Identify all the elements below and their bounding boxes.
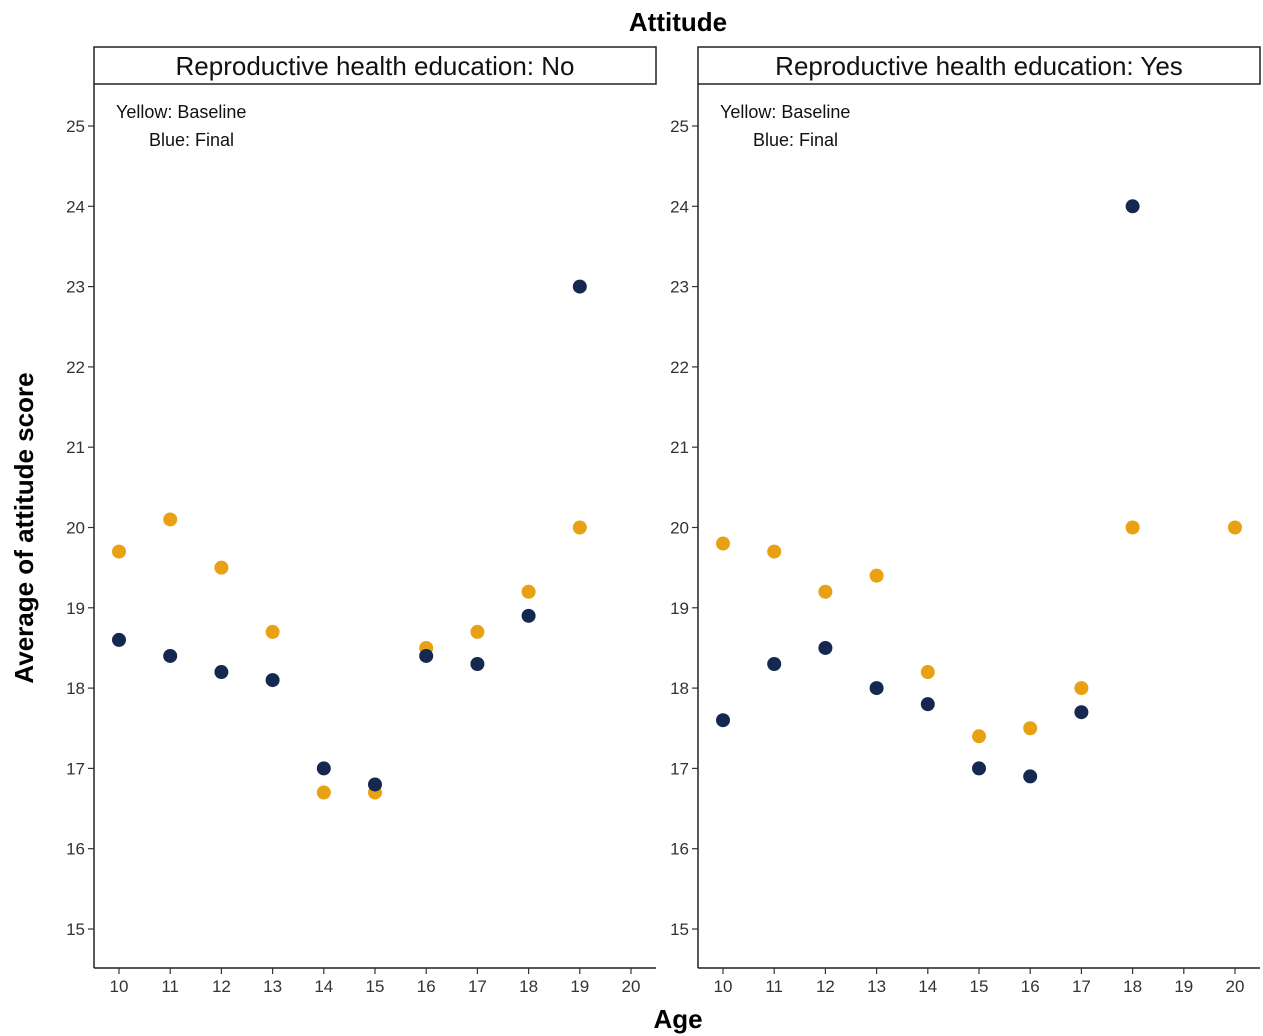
final-point	[1023, 769, 1038, 784]
x-tick-label: 17	[468, 977, 487, 996]
y-tick-label: 22	[670, 358, 689, 377]
x-tick-label: 18	[519, 977, 538, 996]
baseline-point	[521, 584, 536, 599]
baseline-point	[972, 729, 986, 744]
baseline-point	[163, 512, 178, 527]
baseline-point	[1125, 520, 1140, 535]
y-tick-label: 24	[670, 197, 689, 216]
x-tick-label: 12	[212, 977, 231, 996]
y-tick-label: 23	[66, 278, 85, 297]
panels-layer: Reproductive health education: No 15 16 17 1…	[66, 46, 1261, 996]
x-tick-label: 16	[1021, 977, 1040, 996]
y-tick-label: 21	[66, 438, 85, 457]
y-tick-label: 16	[66, 840, 85, 859]
y-tick-label: 20	[66, 519, 85, 538]
y-tick-label: 16	[670, 840, 689, 859]
annotation-text: Blue: Final	[753, 130, 838, 150]
y-tick-label: 15	[670, 920, 689, 939]
baseline-point	[265, 624, 280, 639]
baseline-point	[316, 785, 331, 800]
y-tick-label: 24	[66, 197, 85, 216]
x-tick-label: 12	[816, 977, 835, 996]
y-tick-label: 21	[670, 438, 689, 457]
baseline-point	[214, 560, 229, 575]
baseline-point	[470, 624, 485, 639]
final-point	[920, 697, 935, 712]
facet-strip-label: Reproductive health education: No	[176, 51, 575, 81]
final-point	[818, 640, 833, 655]
x-tick-label: 14	[918, 977, 937, 996]
x-tick-label: 18	[1123, 977, 1142, 996]
y-tick-label: 25	[66, 117, 85, 136]
x-tick-label: 19	[1174, 977, 1193, 996]
x-tick-label: 16	[417, 977, 436, 996]
final-point	[419, 648, 434, 663]
y-tick-label: 23	[670, 278, 689, 297]
final-point	[716, 713, 730, 728]
final-point	[869, 681, 884, 696]
y-tick-label: 22	[66, 358, 85, 377]
x-axis-label: Age	[653, 1004, 702, 1034]
final-point	[521, 608, 536, 623]
baseline-point	[572, 520, 587, 535]
x-tick-label: 10	[714, 977, 733, 996]
x-tick-label: 15	[366, 977, 385, 996]
panel-1: Reproductive health education: No 15 16 17 1…	[66, 46, 657, 996]
baseline-point	[767, 544, 782, 559]
y-tick-label: 15	[66, 920, 85, 939]
final-point	[470, 657, 485, 672]
final-point	[767, 657, 782, 672]
baseline-point	[869, 568, 884, 583]
x-tick-label: 20	[622, 977, 641, 996]
x-tick-label: 11	[161, 977, 179, 996]
baseline-point	[112, 544, 126, 559]
y-tick-label: 17	[670, 759, 689, 778]
x-tick-label: 11	[765, 977, 783, 996]
facet-strip-label: Reproductive health education: Yes	[775, 51, 1183, 81]
baseline-point	[920, 665, 935, 680]
panel-2: Reproductive health education: Yes 15 16 17…	[670, 46, 1261, 996]
final-point	[163, 648, 178, 663]
x-tick-label: 14	[314, 977, 333, 996]
x-tick-label: 19	[570, 977, 589, 996]
y-tick-label: 18	[66, 679, 85, 698]
x-tick-label: 13	[867, 977, 886, 996]
final-point	[1125, 199, 1140, 214]
final-point	[1074, 705, 1089, 720]
y-tick-label: 18	[670, 679, 689, 698]
annotation-text: Blue: Final	[149, 130, 234, 150]
final-point	[316, 761, 331, 776]
x-tick-label: 13	[263, 977, 282, 996]
x-tick-label: 10	[110, 977, 129, 996]
x-tick-label: 20	[1226, 977, 1245, 996]
final-point	[265, 673, 280, 688]
baseline-point	[818, 584, 833, 599]
final-point	[972, 761, 986, 776]
y-tick-label: 19	[66, 599, 85, 618]
final-point	[214, 665, 229, 680]
x-tick-label: 15	[970, 977, 989, 996]
annotation-text: Yellow: Baseline	[720, 102, 850, 122]
baseline-point	[1023, 721, 1038, 736]
chart-title: Attitude	[629, 7, 727, 37]
annotation-text: Yellow: Baseline	[116, 102, 246, 122]
final-point	[112, 632, 126, 647]
y-tick-label: 19	[670, 599, 689, 618]
baseline-point	[716, 536, 730, 551]
y-axis-label: Average of attitude score	[9, 372, 39, 683]
y-tick-label: 25	[670, 117, 689, 136]
final-point	[572, 279, 587, 294]
final-point	[368, 777, 382, 792]
x-tick-label: 17	[1072, 977, 1091, 996]
y-tick-label: 20	[670, 519, 689, 538]
baseline-point	[1228, 520, 1242, 535]
facet-strip	[697, 46, 1261, 85]
facet-strip	[93, 46, 657, 85]
y-tick-label: 17	[66, 759, 85, 778]
baseline-point	[1074, 681, 1089, 696]
